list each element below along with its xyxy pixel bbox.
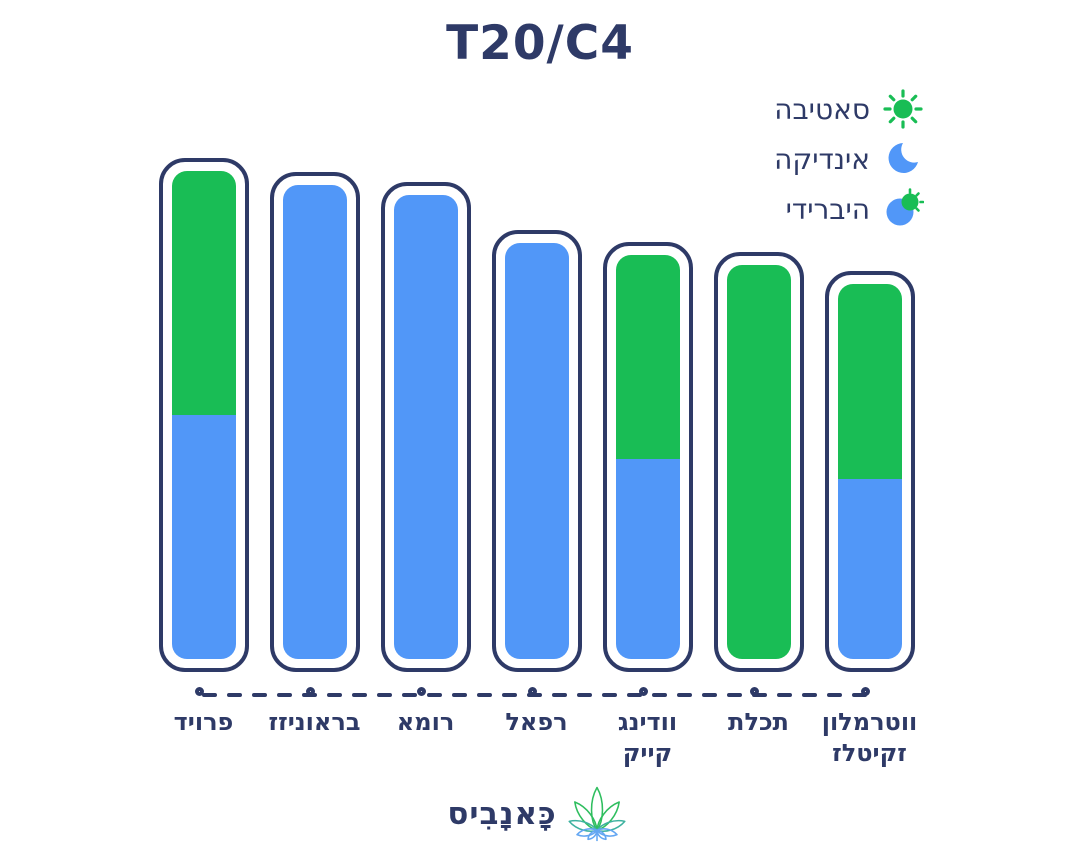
axis-dot [195, 687, 204, 696]
sativa-segment [171, 171, 236, 415]
bar-column [592, 242, 703, 672]
axis-dot [639, 687, 648, 696]
bar-label-line: פרויד [173, 708, 234, 736]
bar-indica [380, 182, 471, 672]
bar-column [814, 271, 925, 672]
bar-indica [269, 172, 360, 672]
axis-dot [750, 687, 759, 696]
bar-column [370, 182, 481, 672]
legend-label-indica: אינדיקה [774, 142, 870, 176]
bar-column [148, 158, 259, 672]
bar-hybrid [158, 158, 249, 672]
bar-label-line: בראוניזז [268, 708, 361, 736]
legend-label-sativa: סאטיבה [774, 92, 870, 126]
sun-icon [882, 88, 924, 130]
bar-fill [615, 255, 680, 659]
axis-dot [528, 687, 537, 696]
bar-label: רומא [370, 707, 481, 769]
bar-fill [282, 185, 347, 659]
bar-label-line: רפאל [505, 708, 568, 736]
bar-label: פרויד [148, 707, 259, 769]
category-axis [148, 686, 925, 704]
axis-dot [417, 687, 426, 696]
legend-item-indica: אינדיקה [774, 138, 924, 180]
axis-dot [306, 687, 315, 696]
bar-column [703, 252, 814, 672]
legend-label-hybrid: היברידי [785, 192, 870, 226]
indica-segment [393, 195, 458, 659]
axis-dot [861, 687, 870, 696]
bar-fill [726, 265, 791, 659]
bars-plot-area [148, 158, 925, 672]
bar-label: וודינג קייק [592, 707, 703, 769]
sativa-segment [726, 265, 791, 659]
sativa-segment [615, 255, 680, 459]
bar-label: ווטרמלון זקיטלז [814, 707, 925, 769]
indica-segment [504, 243, 569, 659]
bar-fill [504, 243, 569, 659]
indica-segment [171, 415, 236, 659]
legend-item-hybrid: היברידי [774, 188, 925, 230]
bar-fill [837, 284, 902, 659]
bar-label-line: וודינג [617, 708, 678, 736]
moon-icon [882, 138, 924, 180]
bar-column [481, 230, 592, 672]
bar-indica [491, 230, 582, 672]
axis-dashed-line [202, 693, 871, 697]
bar-label-line: זקיטלז [832, 739, 907, 767]
cannabis-leaf-icon [561, 770, 633, 844]
bar-hybrid [824, 271, 915, 672]
bar-fill [171, 171, 236, 659]
bar-label: רפאל [481, 707, 592, 769]
bar-label-line: רומא [396, 708, 455, 736]
bar-sativa [713, 252, 804, 672]
legend-item-sativa: סאטיבה [774, 88, 924, 130]
sativa-segment [837, 284, 902, 479]
indica-segment [282, 185, 347, 659]
legend: סאטיבה אינדיקה [774, 88, 925, 230]
indica-segment [837, 479, 902, 659]
indica-segment [615, 459, 680, 659]
category-labels: פרויד בראוניזז רומא רפאל וודינג קייק תכלת ווטרמ… [148, 707, 925, 769]
bar-label-line: ווטרמלון [821, 708, 918, 736]
brand-footer: כָּאנָבִיס [0, 770, 1080, 844]
bar-label: בראוניזז [259, 707, 370, 769]
sun-moon-icon [882, 188, 925, 230]
bar-column [259, 172, 370, 672]
bar-hybrid [602, 242, 693, 672]
bar-label-line: תכלת [728, 708, 789, 736]
bar-label-line: קייק [622, 739, 673, 767]
bar-fill [393, 195, 458, 659]
page-title: T20/C4 [446, 16, 634, 71]
brand-name: כָּאנָבִיס [447, 796, 557, 832]
bar-label: תכלת [703, 707, 814, 769]
